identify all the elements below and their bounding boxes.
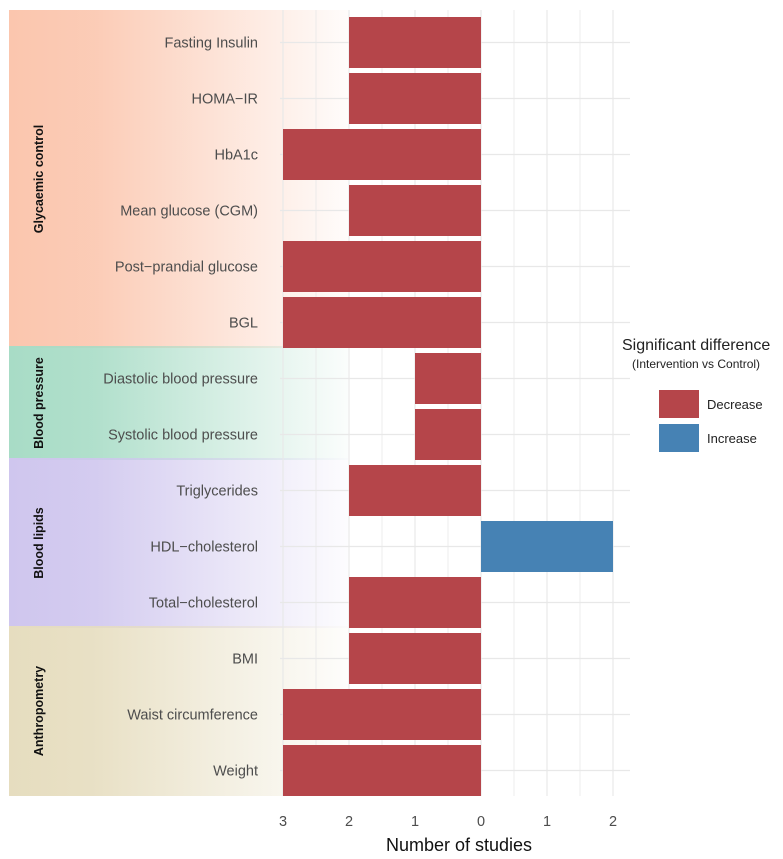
legend-item-increase: Increase	[659, 424, 757, 452]
category-label: BGL	[229, 316, 258, 332]
bar	[283, 745, 481, 796]
bar	[349, 465, 481, 516]
category-label: Triglycerides	[176, 484, 258, 500]
legend-subtitle: (Intervention vs Control)	[632, 357, 761, 371]
bar	[283, 689, 481, 740]
x-axis-label: Number of studies	[386, 835, 532, 855]
category-label: BMI	[232, 652, 258, 668]
legend-label-increase: Increase	[707, 430, 757, 446]
legend-title: Significant difference	[622, 337, 771, 354]
category-label: Mean glucose (CGM)	[120, 204, 258, 220]
bar	[349, 577, 481, 628]
x-tick-label: 1	[543, 814, 551, 830]
bar	[415, 409, 481, 460]
category-label: Diastolic blood pressure	[103, 372, 258, 388]
category-label: Weight	[213, 764, 258, 780]
category-label: Total−cholesterol	[149, 596, 258, 612]
category-label: HOMA−IR	[192, 92, 258, 108]
group-strip-label: Blood pressure	[32, 357, 46, 449]
legend-swatch-decrease	[659, 390, 699, 418]
category-label: Waist circumference	[127, 708, 258, 724]
x-tick-label: 0	[477, 814, 485, 830]
category-label: HDL−cholesterol	[150, 540, 258, 556]
x-tick-label: 2	[345, 814, 353, 830]
x-tick-label: 2	[609, 814, 617, 830]
group-band	[9, 458, 348, 628]
group-strip-label: Blood lipids	[32, 507, 46, 579]
group-bands	[9, 10, 348, 796]
bar	[283, 129, 481, 180]
legend: Significant difference (Intervention vs …	[622, 337, 783, 452]
bar	[349, 185, 481, 236]
group-band	[9, 346, 348, 460]
category-label: Systolic blood pressure	[108, 428, 258, 444]
x-tick-labels: 3 2 1 0 1 2	[279, 814, 617, 830]
category-label: HbA1c	[214, 148, 258, 164]
group-strip-labels: Glycaemic control Blood pressure Blood lip…	[32, 125, 46, 756]
category-labels: Fasting Insulin HOMA−IR HbA1c Mean glucose …	[103, 36, 258, 780]
group-strip-label: Anthropometry	[32, 666, 46, 756]
bar	[415, 353, 481, 404]
bar	[283, 297, 481, 348]
bar	[349, 17, 481, 68]
bar	[349, 73, 481, 124]
category-label: Post−prandial glucose	[115, 260, 258, 276]
bar	[283, 241, 481, 292]
legend-item-decrease: Decrease	[659, 390, 763, 418]
bars	[283, 17, 613, 796]
x-tick-label: 1	[411, 814, 419, 830]
legend-label-decrease: Decrease	[707, 396, 763, 412]
bar	[481, 521, 613, 572]
category-label: Fasting Insulin	[165, 36, 259, 52]
bar	[349, 633, 481, 684]
group-strip-label: Glycaemic control	[32, 125, 46, 233]
legend-swatch-increase	[659, 424, 699, 452]
x-tick-label: 3	[279, 814, 287, 830]
